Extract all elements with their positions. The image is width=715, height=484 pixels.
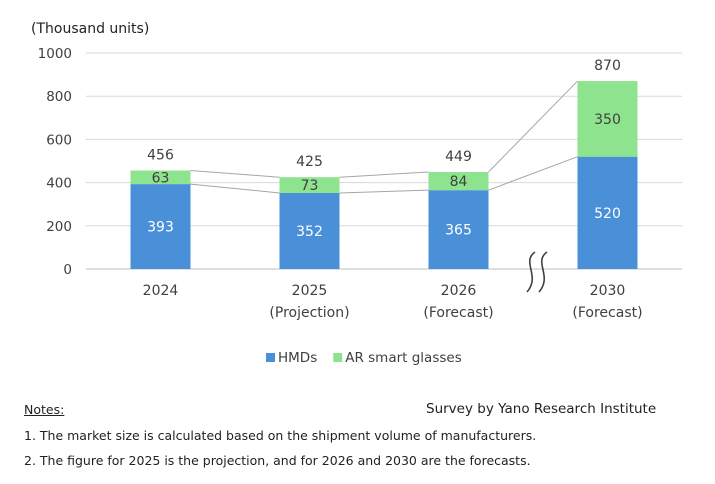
data-label-hmds: 365: [445, 223, 472, 239]
legend-swatch-hmds: [266, 353, 275, 362]
y-tick-label: 600: [46, 132, 72, 148]
x-tick-sublabel: (Forecast): [423, 305, 493, 321]
y-tick-label: 200: [46, 219, 72, 235]
hmd-connector-line: [190, 183, 280, 194]
bar-hmds: [577, 156, 638, 269]
y-tick-label: 0: [63, 262, 72, 278]
data-label-ar-smart-glasses: 84: [450, 174, 468, 190]
total-connector-line: [190, 170, 280, 178]
data-label-hmds: 520: [594, 206, 621, 222]
legend-label-hmds: HMDs: [278, 350, 317, 366]
data-label-ar-smart-glasses: 73: [301, 178, 319, 194]
x-tick-label: 2026: [441, 283, 477, 299]
x-tick-sublabel: (Projection): [269, 305, 349, 321]
bar-ar-smart-glasses: [130, 170, 191, 185]
x-tick-label: 2024: [143, 283, 179, 299]
notes-heading: Notes:: [24, 402, 65, 417]
y-tick-label: 400: [46, 176, 72, 192]
data-label-ar-smart-glasses: 350: [594, 112, 621, 128]
y-tick-label: 1000: [38, 46, 72, 62]
data-label-total: 456: [147, 148, 174, 164]
data-label-hmds: 352: [296, 224, 323, 240]
data-label-total: 870: [594, 58, 621, 74]
bar-ar-smart-glasses: [577, 81, 638, 157]
axis-break-symbol: [526, 251, 536, 293]
bar-hmds: [130, 184, 191, 269]
data-label-ar-smart-glasses: 63: [152, 170, 170, 186]
y-tick-label: 800: [46, 89, 72, 105]
bar-ar-smart-glasses: [279, 177, 340, 193]
bar-hmds: [428, 190, 489, 269]
bar-ar-smart-glasses: [428, 172, 489, 191]
source-credit: Survey by Yano Research Institute: [426, 401, 657, 417]
note-2: 2. The figure for 2025 is the projection…: [24, 453, 531, 468]
hmd-connector-line: [339, 189, 429, 194]
x-tick-sublabel: (Forecast): [572, 305, 642, 321]
legend-swatch-ar-smart-glasses: [333, 353, 343, 362]
axis-break-symbol: [538, 251, 548, 293]
hmd-connector-line: [488, 156, 578, 191]
total-connector-line: [339, 171, 429, 178]
data-label-total: 425: [296, 154, 323, 170]
stacked-bar-chart: (Thousand units) 0 200 400 600 800 1000 393 63 45…: [31, 21, 682, 366]
x-tick-label: 2030: [590, 283, 626, 299]
data-label-total: 449: [445, 149, 472, 165]
data-label-hmds: 393: [147, 220, 174, 236]
legend-label-ar-smart-glasses: AR smart glasses: [345, 350, 462, 366]
bar-hmds: [279, 192, 340, 269]
y-axis-label: (Thousand units): [31, 21, 149, 37]
x-tick-label: 2025: [292, 283, 328, 299]
total-connector-line: [488, 80, 578, 173]
note-1: 1. The market size is calculated based o…: [24, 428, 537, 443]
